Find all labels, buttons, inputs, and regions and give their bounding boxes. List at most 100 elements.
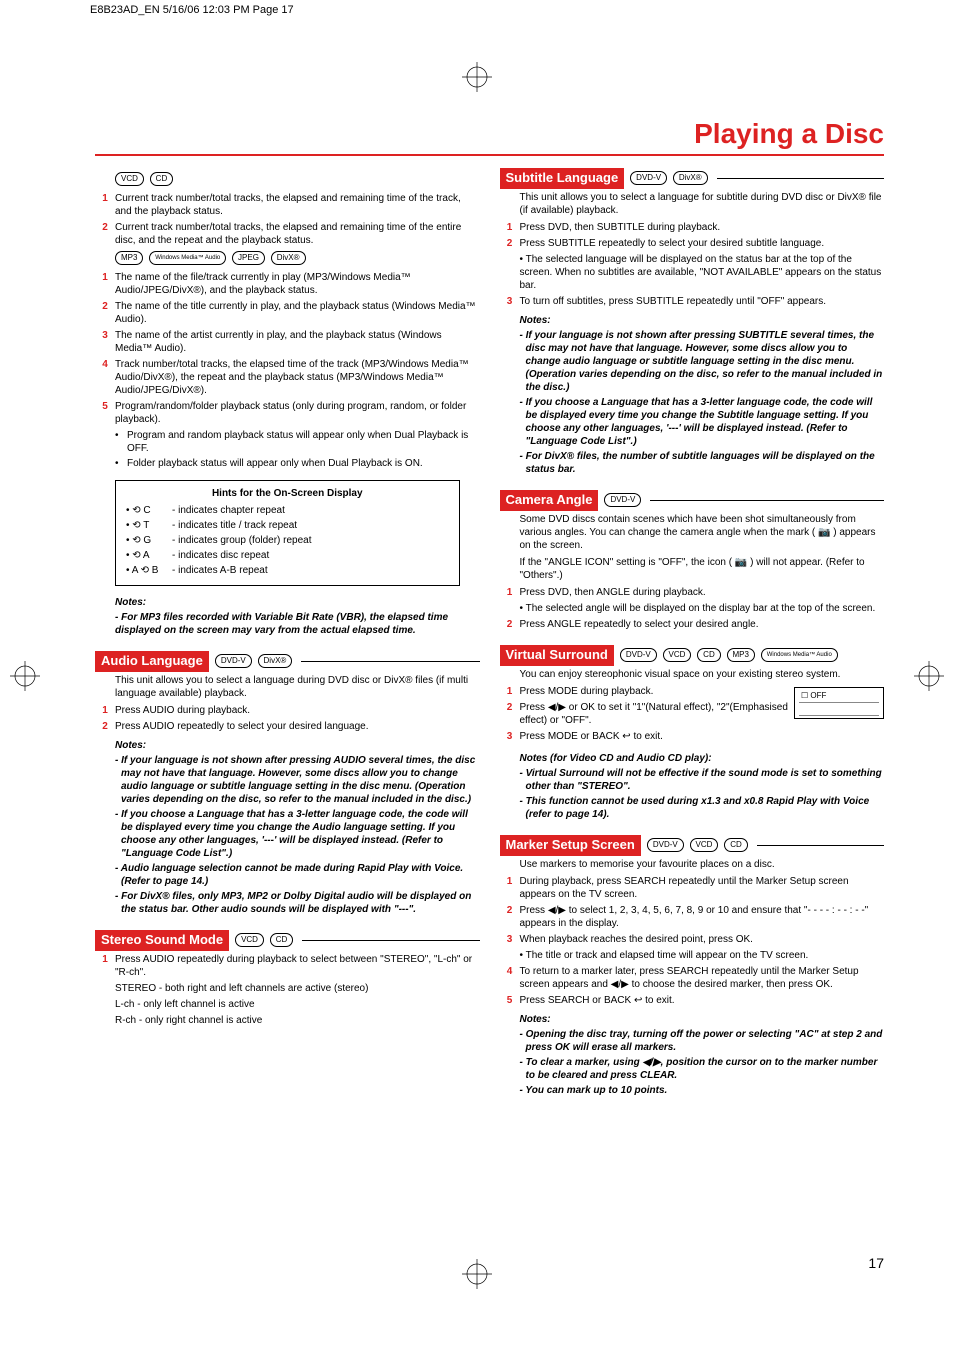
format-badge: VCD [690,838,719,852]
section-title: Marker Setup Screen [500,835,641,856]
list-sub-item: •Program and random playback status will… [115,429,480,455]
section-title: Subtitle Language [500,168,625,189]
format-badge: DivX® [271,251,306,265]
list-item: 1The name of the file/track currently in… [95,271,480,297]
right-column: Subtitle Language DVD-V DivX® This unit … [500,168,885,1099]
list-item: 5Program/random/folder playback status (… [95,400,480,426]
list-item: 2Press ANGLE repeatedly to select your d… [500,618,885,631]
note-text: - To clear a marker, using ◀/▶, position… [526,1056,885,1082]
osd-text: ☐ OFF [799,690,879,703]
columns: VCD CD 1Current track number/total track… [95,168,884,1099]
list-item: 3To turn off subtitles, press SUBTITLE r… [500,295,885,308]
format-badge: JPEG [232,251,265,265]
left-column: VCD CD 1Current track number/total track… [95,168,480,1099]
text-line: • The selected language will be displaye… [520,253,885,292]
page-title: Playing a Disc [95,118,884,150]
list-item: 1Current track number/total tracks, the … [95,192,480,218]
notes-label: Notes: [115,739,480,752]
print-slug: E8B23AD_EN 5/16/06 12:03 PM Page 17 [90,4,294,16]
section-title: Camera Angle [500,490,599,511]
format-badge: Windows Media™ Audio [149,251,226,265]
note-text: - Opening the disc tray, turning off the… [526,1028,885,1054]
list-item: 3When playback reaches the desired point… [500,933,885,946]
format-badge: CD [724,838,748,852]
paragraph: This unit allows you to select a languag… [115,674,480,700]
crop-mark-icon [462,62,492,92]
list-sub-item: •Folder playback status will appear only… [115,457,480,470]
paragraph: If the "ANGLE ICON" setting is "OFF", th… [520,556,885,582]
hint-row: • ⟲ A- indicates disc repeat [126,549,449,562]
text-line: • The selected angle will be displayed o… [520,602,885,615]
notes-label: Notes (for Video CD and Audio CD play): [520,752,885,765]
format-badge: CD [150,172,174,186]
note-text: - Audio language selection cannot be mad… [121,862,480,888]
list-item: 2Press ◀/▶ to select 1, 2, 3, 4, 5, 6, 7… [500,904,885,930]
format-badge: DivX® [258,654,293,668]
note-text: - For DivX® files, only MP3, MP2 or Dolb… [121,890,480,916]
badge-row: VCD CD [115,172,480,186]
format-badge: DVD-V [215,654,252,668]
page: E8B23AD_EN 5/16/06 12:03 PM Page 17 Play… [0,0,954,1351]
paragraph: Use markers to memorise your favourite p… [520,858,885,871]
hint-row: • ⟲ T- indicates title / track repeat [126,519,449,532]
list-item: 4To return to a marker later, press SEAR… [500,965,885,991]
list-item: 1Press DVD, then SUBTITLE during playbac… [500,221,885,234]
paragraph: This unit allows you to select a languag… [520,191,885,217]
format-badge: DVD-V [620,648,657,662]
format-badge: DVD-V [604,493,641,507]
format-badge: DVD-V [647,838,684,852]
section-header: Marker Setup Screen DVD-V VCD CD [500,835,885,856]
note-text: - For DivX® files, the number of subtitl… [526,450,885,476]
format-badge: DVD-V [630,171,667,185]
list-item: 2The name of the title currently in play… [95,300,480,326]
section-header: Audio Language DVD-V DivX® [95,651,480,672]
format-badge: VCD [663,648,692,662]
list-item: 1Press AUDIO repeatedly during playback … [95,953,480,979]
format-badge: VCD [235,933,264,947]
section-header: Subtitle Language DVD-V DivX® [500,168,885,189]
hint-title: Hints for the On-Screen Display [126,487,449,500]
note-text: - Virtual Surround will not be effective… [526,767,885,793]
note-text: - You can mark up to 10 points. [526,1084,885,1097]
section-header: Stereo Sound Mode VCD CD [95,930,480,951]
list-item: 1Press MODE during playback. [500,685,789,698]
content-area: Playing a Disc VCD CD 1Current track num… [95,118,884,1271]
note-text: - If your language is not shown after pr… [526,329,885,394]
hint-row: • ⟲ C- indicates chapter repeat [126,504,449,517]
list-item: 1Press AUDIO during playback. [95,704,480,717]
badge-row: MP3 Windows Media™ Audio JPEG DivX® [115,251,480,265]
list-item: 1During playback, press SEARCH repeatedl… [500,875,885,901]
text-line: R-ch - only right channel is active [115,1014,480,1027]
list-item: 2Press SUBTITLE repeatedly to select you… [500,237,885,250]
crop-mark-icon [914,661,944,691]
format-badge: MP3 [727,648,755,662]
format-badge: MP3 [115,251,143,265]
osd-box: ☐ OFF [794,687,884,720]
hint-row: • A ⟲ B- indicates A-B repeat [126,564,449,577]
format-badge: Windows Media™ Audio [761,648,838,662]
list-item: 3The name of the artist currently in pla… [95,329,480,355]
list-item: 2Press AUDIO repeatedly to select your d… [95,720,480,733]
note-text: - This function cannot be used during x1… [526,795,885,821]
paragraph: Some DVD discs contain scenes which have… [520,513,885,552]
paragraph: You can enjoy stereophonic visual space … [520,668,885,681]
text-line: L-ch - only left channel is active [115,998,480,1011]
format-badge: DivX® [673,171,708,185]
list-item: 2Press ◀/▶ or OK to set it "1"(Natural e… [500,701,789,727]
format-badge: CD [697,648,721,662]
list-item: 3Press MODE or BACK ↩ to exit. [500,730,885,743]
format-badge: VCD [115,172,144,186]
section-header: Camera Angle DVD-V [500,490,885,511]
page-number: 17 [868,1255,884,1271]
format-badge: CD [270,933,294,947]
list-item: 1Press DVD, then ANGLE during playback. [500,586,885,599]
note-text: - For MP3 files recorded with Variable B… [115,611,480,637]
notes-label: Notes: [520,314,885,327]
text-line: STEREO - both right and left channels ar… [115,982,480,995]
notes-label: Notes: [520,1013,885,1026]
notes-label: Notes: [115,596,480,609]
section-header: Virtual Surround DVD-V VCD CD MP3 Window… [500,645,885,666]
list-item: 4Track number/total tracks, the elapsed … [95,358,480,397]
hint-box: Hints for the On-Screen Display • ⟲ C- i… [115,480,460,586]
text-line: • The title or track and elapsed time wi… [520,949,885,962]
